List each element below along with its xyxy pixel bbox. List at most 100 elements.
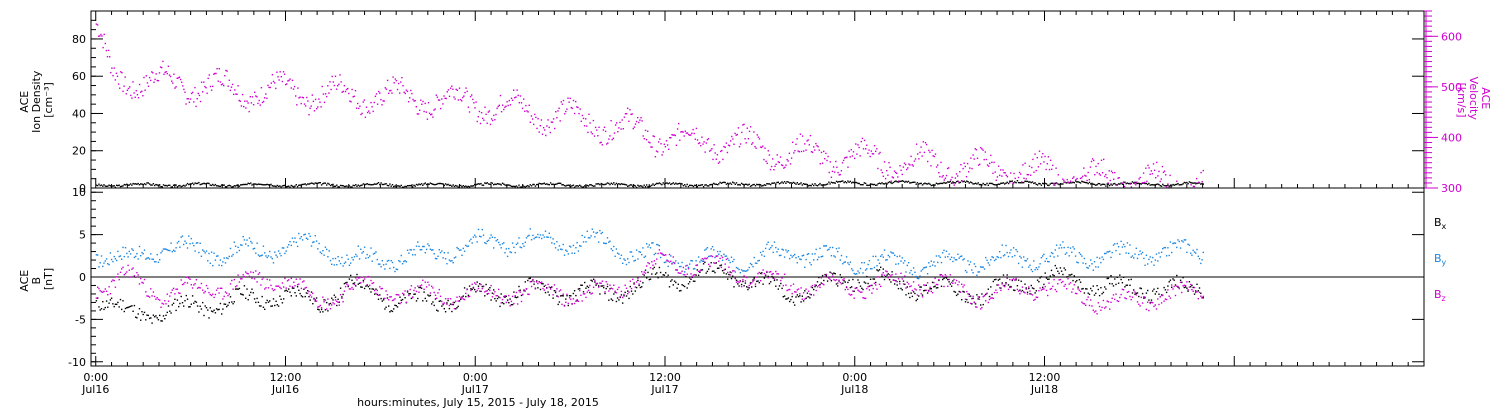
by-point <box>819 247 821 250</box>
by-point <box>346 254 348 256</box>
bx-point <box>374 293 376 295</box>
by-point <box>320 252 323 255</box>
bx-point <box>334 296 337 298</box>
velocity-point <box>863 139 866 142</box>
by-point <box>427 243 429 245</box>
velocity-point <box>954 177 957 179</box>
velocity-point <box>732 138 734 140</box>
velocity-point <box>190 92 193 95</box>
bz-point <box>189 278 191 280</box>
bz-point <box>504 295 506 297</box>
bx-point <box>775 285 777 287</box>
density-point <box>635 186 638 189</box>
velocity-point <box>894 171 897 174</box>
density-point <box>701 184 704 186</box>
by-point <box>1141 251 1144 254</box>
by-point <box>234 245 237 247</box>
bz-point <box>161 302 163 305</box>
by-point <box>934 265 936 267</box>
bz-point <box>697 270 700 273</box>
density-point <box>386 184 389 187</box>
by-point <box>233 241 235 243</box>
bx-point <box>198 311 200 313</box>
density-point <box>375 183 377 185</box>
bz-point <box>825 273 828 276</box>
by-point <box>907 262 910 264</box>
by-point <box>1154 259 1156 261</box>
bz-point <box>293 281 295 283</box>
velocity-point <box>596 129 598 131</box>
velocity-point <box>255 95 257 97</box>
bz-point <box>723 269 725 271</box>
bz-point <box>556 288 558 290</box>
bz-point <box>888 274 891 276</box>
bx-point <box>940 285 943 287</box>
by-point <box>800 258 802 261</box>
velocity-point <box>1006 176 1009 178</box>
by-point <box>777 248 779 250</box>
bz-point <box>799 293 801 295</box>
density-point <box>207 182 209 184</box>
bz-point <box>638 283 640 285</box>
density-point <box>709 184 711 186</box>
velocity-point <box>238 99 240 102</box>
bz-point <box>1104 307 1106 309</box>
bz-point <box>174 293 176 295</box>
velocity-point <box>240 105 243 107</box>
bx-point <box>1181 281 1183 284</box>
velocity-point <box>568 101 570 103</box>
bz-point <box>1047 294 1049 297</box>
bx-point <box>1060 270 1063 272</box>
velocity-point <box>451 85 453 87</box>
by-point <box>218 264 220 266</box>
bx-point <box>208 317 210 319</box>
by-point <box>886 259 888 261</box>
bx-point <box>622 302 624 304</box>
bx-point <box>1058 272 1060 275</box>
velocity-point <box>320 106 322 108</box>
bx-point <box>384 308 386 310</box>
bz-point <box>869 284 872 287</box>
velocity-point <box>973 158 975 160</box>
by-point <box>692 268 695 270</box>
velocity-point <box>621 119 623 121</box>
density-point <box>141 183 143 185</box>
by-point <box>628 261 630 264</box>
by-point <box>528 234 530 237</box>
bx-point <box>1174 284 1177 286</box>
bx-point <box>682 284 685 287</box>
bx-point <box>816 281 819 283</box>
bz-point <box>954 282 957 284</box>
density-point <box>945 182 948 184</box>
velocity-point <box>362 101 364 103</box>
bx-point <box>1079 281 1082 283</box>
bz-point <box>305 286 308 289</box>
bx-point <box>119 298 122 301</box>
bx-point <box>699 271 701 273</box>
by-point <box>709 255 711 257</box>
by-point <box>928 262 930 264</box>
velocity-point <box>484 106 486 108</box>
bx-point <box>877 270 879 272</box>
density-point <box>223 184 225 186</box>
bz-point <box>1119 296 1121 299</box>
bz-point <box>881 273 883 276</box>
bx-point <box>885 275 887 278</box>
by-point <box>638 251 640 253</box>
bx-point <box>1122 276 1125 278</box>
velocity-point <box>736 133 738 136</box>
by-point <box>943 249 945 252</box>
bz-point <box>962 286 964 288</box>
bz-point <box>902 283 905 285</box>
by-point <box>1028 266 1030 268</box>
velocity-point <box>539 125 541 127</box>
bz-point <box>198 286 200 289</box>
bz-point <box>319 304 321 307</box>
by-point <box>175 247 177 249</box>
by-point <box>894 254 896 256</box>
density-point <box>1104 183 1106 186</box>
density-point <box>572 184 575 186</box>
bz-point <box>270 284 272 287</box>
density-point <box>685 185 687 187</box>
